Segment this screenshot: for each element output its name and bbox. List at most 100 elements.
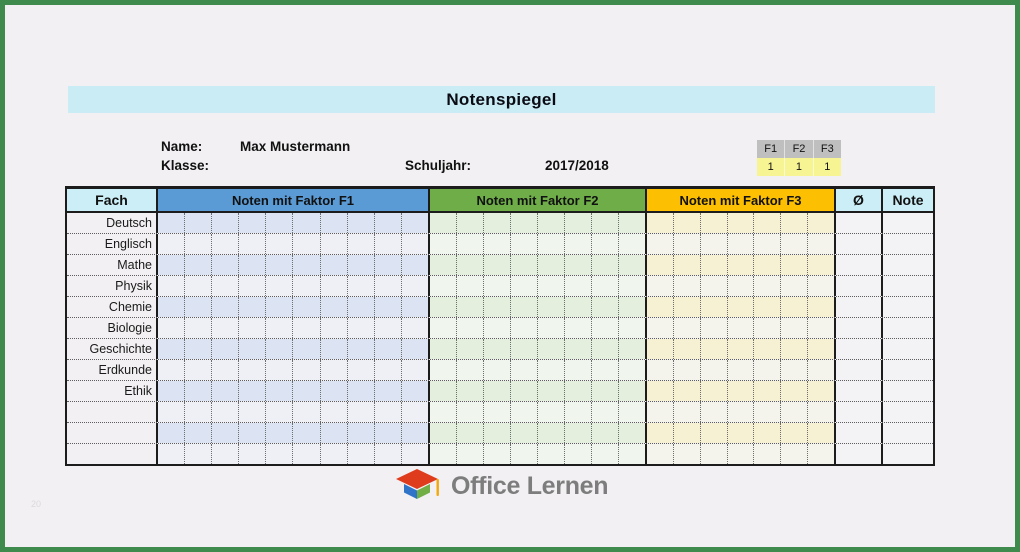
subject-cell[interactable]: Mathe <box>67 255 158 275</box>
grade-cell[interactable] <box>457 360 484 380</box>
note-cell[interactable] <box>883 213 933 233</box>
grade-cell[interactable] <box>401 360 428 380</box>
grade-cell[interactable] <box>347 444 375 464</box>
grade-cell[interactable] <box>781 444 809 464</box>
grade-cell[interactable] <box>185 213 213 233</box>
grade-cell[interactable] <box>401 255 428 275</box>
grade-cell[interactable] <box>212 276 240 296</box>
grade-cell[interactable] <box>538 234 565 254</box>
grade-cell[interactable] <box>754 213 782 233</box>
grade-cell[interactable] <box>565 234 592 254</box>
grade-cell[interactable] <box>430 255 457 275</box>
grade-cell[interactable] <box>592 234 619 254</box>
grade-cell[interactable] <box>511 444 538 464</box>
grade-cell[interactable] <box>808 381 835 401</box>
grade-cell[interactable] <box>565 360 592 380</box>
note-cell[interactable] <box>883 234 933 254</box>
grade-cell[interactable] <box>781 423 809 443</box>
grade-cell[interactable] <box>266 444 294 464</box>
subject-cell[interactable]: Biologie <box>67 318 158 338</box>
grade-cell[interactable] <box>673 360 701 380</box>
grade-cell[interactable] <box>320 255 348 275</box>
grade-cell[interactable] <box>592 255 619 275</box>
grade-cell[interactable] <box>266 423 294 443</box>
grade-cell[interactable] <box>673 234 701 254</box>
grade-cell[interactable] <box>808 339 835 359</box>
grade-cell[interactable] <box>700 360 728 380</box>
average-cell[interactable] <box>836 381 883 401</box>
grade-cell[interactable] <box>266 381 294 401</box>
grade-cell[interactable] <box>374 318 402 338</box>
grade-cell[interactable] <box>592 297 619 317</box>
grade-cell[interactable] <box>647 318 674 338</box>
grade-cell[interactable] <box>619 255 645 275</box>
grade-cell[interactable] <box>511 381 538 401</box>
grade-cell[interactable] <box>808 234 835 254</box>
grade-cell[interactable] <box>754 318 782 338</box>
grade-cell[interactable] <box>700 234 728 254</box>
grade-cell[interactable] <box>212 297 240 317</box>
grade-cell[interactable] <box>293 423 321 443</box>
grade-cell[interactable] <box>781 339 809 359</box>
grade-cell[interactable] <box>727 276 755 296</box>
grade-cell[interactable] <box>565 339 592 359</box>
grade-cell[interactable] <box>673 276 701 296</box>
grade-cell[interactable] <box>266 213 294 233</box>
grade-cell[interactable] <box>808 318 835 338</box>
grade-cell[interactable] <box>185 423 213 443</box>
grade-cell[interactable] <box>808 444 835 464</box>
grade-cell[interactable] <box>565 255 592 275</box>
grade-cell[interactable] <box>781 276 809 296</box>
note-cell[interactable] <box>883 423 933 443</box>
grade-cell[interactable] <box>457 423 484 443</box>
grade-cell[interactable] <box>592 318 619 338</box>
grade-cell[interactable] <box>592 444 619 464</box>
grade-cell[interactable] <box>538 402 565 422</box>
grade-cell[interactable] <box>700 297 728 317</box>
grade-cell[interactable] <box>212 234 240 254</box>
grade-cell[interactable] <box>511 234 538 254</box>
grade-cell[interactable] <box>727 423 755 443</box>
grade-cell[interactable] <box>673 402 701 422</box>
grade-cell[interactable] <box>158 423 186 443</box>
grade-cell[interactable] <box>673 255 701 275</box>
subject-cell[interactable]: Geschichte <box>67 339 158 359</box>
grade-cell[interactable] <box>266 360 294 380</box>
grade-cell[interactable] <box>430 276 457 296</box>
grade-cell[interactable] <box>511 339 538 359</box>
grade-cell[interactable] <box>673 339 701 359</box>
grade-cell[interactable] <box>185 444 213 464</box>
grade-cell[interactable] <box>347 234 375 254</box>
grade-cell[interactable] <box>347 213 375 233</box>
grade-cell[interactable] <box>374 234 402 254</box>
grade-cell[interactable] <box>808 255 835 275</box>
grade-cell[interactable] <box>212 360 240 380</box>
grade-cell[interactable] <box>212 213 240 233</box>
grade-cell[interactable] <box>401 276 428 296</box>
grade-cell[interactable] <box>592 213 619 233</box>
average-cell[interactable] <box>836 234 883 254</box>
grade-cell[interactable] <box>484 423 511 443</box>
grade-cell[interactable] <box>673 381 701 401</box>
grade-cell[interactable] <box>673 318 701 338</box>
grade-cell[interactable] <box>239 255 267 275</box>
note-cell[interactable] <box>883 444 933 464</box>
grade-cell[interactable] <box>673 213 701 233</box>
grade-cell[interactable] <box>619 276 645 296</box>
grade-cell[interactable] <box>320 318 348 338</box>
grade-cell[interactable] <box>619 402 645 422</box>
note-cell[interactable] <box>883 339 933 359</box>
subject-cell[interactable]: Deutsch <box>67 213 158 233</box>
grade-cell[interactable] <box>754 255 782 275</box>
grade-cell[interactable] <box>158 234 186 254</box>
grade-cell[interactable] <box>538 297 565 317</box>
grade-cell[interactable] <box>374 360 402 380</box>
grade-cell[interactable] <box>374 255 402 275</box>
average-cell[interactable] <box>836 318 883 338</box>
grade-cell[interactable] <box>727 339 755 359</box>
grade-cell[interactable] <box>511 360 538 380</box>
grade-cell[interactable] <box>484 213 511 233</box>
grade-cell[interactable] <box>565 318 592 338</box>
grade-cell[interactable] <box>647 213 674 233</box>
note-cell[interactable] <box>883 318 933 338</box>
